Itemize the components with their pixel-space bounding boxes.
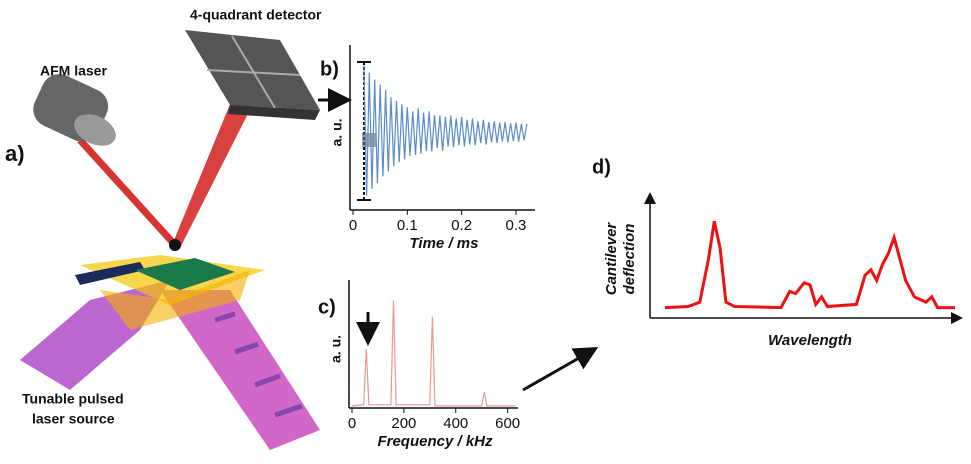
- y-axis-label: a. u.: [328, 335, 344, 363]
- detector-label: 4-quadrant detector: [190, 7, 322, 23]
- x-tick-label: 0: [349, 217, 357, 234]
- panel-label: b): [320, 58, 339, 80]
- panel-label: c): [318, 296, 336, 318]
- x-axis-label: Frequency / kHz: [377, 433, 493, 450]
- x-tick-label: 0.1: [397, 217, 418, 234]
- x-axis-label: Time / ms: [410, 235, 479, 252]
- x-tick-label: 200: [391, 415, 416, 432]
- panel-label: a): [5, 141, 25, 166]
- data-line: [664, 220, 955, 310]
- data-line: [363, 65, 528, 196]
- x-tick-label: 600: [495, 415, 520, 432]
- y-axis-label: a. u.: [329, 118, 345, 146]
- x-tick-label: 0.2: [451, 217, 472, 234]
- y-axis-label: deflection: [621, 224, 638, 295]
- y-axis-label: Cantilever: [603, 222, 620, 296]
- laser-label: AFM laser: [40, 63, 107, 79]
- illustration: [20, 30, 320, 450]
- x-tick-label: 0: [348, 415, 356, 432]
- x-tick-label: 400: [443, 415, 468, 432]
- x-tick-label: 0.3: [506, 217, 527, 234]
- data-line: [351, 300, 516, 407]
- source-label: Tunable pulsed: [22, 391, 124, 407]
- panel-label: d): [592, 156, 611, 178]
- source-label: laser source: [32, 411, 115, 427]
- arrow: [522, 347, 599, 392]
- x-axis-label: Wavelength: [768, 332, 852, 349]
